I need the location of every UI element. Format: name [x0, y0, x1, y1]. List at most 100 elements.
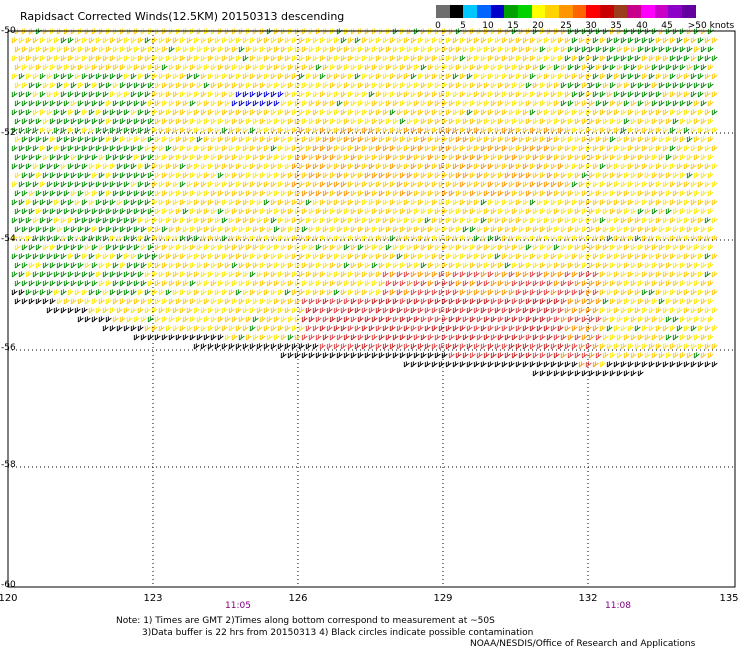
wind-barb — [658, 262, 665, 269]
wind-barb — [319, 145, 326, 152]
wind-barb — [238, 100, 245, 107]
wind-barb — [672, 172, 679, 179]
wind-barb — [98, 46, 105, 53]
wind-barb — [105, 262, 112, 269]
wind-barb — [606, 271, 613, 278]
wind-barb — [413, 226, 420, 233]
wind-barb — [595, 154, 602, 161]
wind-barb — [466, 109, 473, 116]
wind-barb — [480, 289, 487, 296]
wind-barb — [333, 325, 340, 332]
wind-barb — [102, 307, 109, 314]
wind-barb — [340, 55, 347, 62]
wind-barb — [259, 208, 266, 215]
wind-barb — [350, 190, 357, 197]
wind-barb — [375, 199, 382, 206]
wind-barb — [508, 127, 515, 134]
wind-barb — [186, 91, 193, 98]
wind-barb — [196, 280, 203, 287]
wind-barb — [280, 172, 287, 179]
wind-barb — [480, 343, 487, 350]
wind-barb — [501, 55, 508, 62]
wind-barb — [287, 262, 294, 269]
wind-barb — [434, 190, 441, 197]
wind-barb — [546, 136, 553, 143]
wind-barb — [109, 217, 116, 224]
wind-barb — [585, 325, 592, 332]
wind-barb — [532, 100, 539, 107]
wind-barb — [175, 154, 182, 161]
wind-barb — [634, 145, 641, 152]
wind-barb — [648, 73, 655, 80]
pass-time-1: 11:05 — [225, 601, 251, 611]
wind-barb — [385, 118, 392, 125]
wind-barb — [396, 253, 403, 260]
wind-barb — [511, 226, 518, 233]
wind-barb — [567, 154, 574, 161]
wind-barb — [697, 217, 704, 224]
wind-barb — [102, 109, 109, 116]
wind-barb — [501, 181, 508, 188]
wind-barb — [536, 163, 543, 170]
wind-barb — [466, 91, 473, 98]
wind-barb — [340, 181, 347, 188]
wind-barb — [588, 208, 595, 215]
wind-barb — [613, 343, 620, 350]
wind-barb — [427, 334, 434, 341]
wind-barb — [371, 136, 378, 143]
wind-barb — [315, 154, 322, 161]
wind-barb — [130, 253, 137, 260]
wind-barb — [196, 154, 203, 161]
wind-barb — [627, 73, 634, 80]
wind-barb — [280, 154, 287, 161]
wind-barb — [508, 361, 515, 368]
wind-barb — [140, 334, 147, 341]
wind-barb — [546, 154, 553, 161]
wind-barb — [56, 172, 63, 179]
wind-barb — [613, 325, 620, 332]
wind-barb — [550, 163, 557, 170]
wind-barb — [368, 127, 375, 134]
wind-barb — [441, 208, 448, 215]
wind-barb — [259, 64, 266, 71]
wind-barb — [305, 181, 312, 188]
wind-barb — [574, 172, 581, 179]
wind-barb — [567, 370, 574, 377]
wind-barb — [329, 298, 336, 305]
wind-barb — [329, 46, 336, 53]
wind-barb — [91, 316, 98, 323]
wind-barb — [599, 109, 606, 116]
wind-barb — [298, 127, 305, 134]
wind-barb — [641, 361, 648, 368]
wind-barb — [329, 244, 336, 251]
wind-barb — [522, 73, 529, 80]
wind-barb — [326, 91, 333, 98]
wind-barb — [525, 118, 532, 125]
wind-barb — [298, 181, 305, 188]
wind-barb — [35, 190, 42, 197]
wind-barb — [312, 199, 319, 206]
wind-barb — [396, 199, 403, 206]
wind-barb — [154, 100, 161, 107]
wind-barb — [105, 136, 112, 143]
wind-barb — [70, 154, 77, 161]
wind-barb — [697, 109, 704, 116]
wind-barb — [515, 361, 522, 368]
wind-barb — [277, 253, 284, 260]
wind-barb — [606, 109, 613, 116]
wind-barb — [543, 343, 550, 350]
wind-barb — [354, 145, 361, 152]
wind-barb — [291, 127, 298, 134]
legend-swatch — [600, 5, 614, 18]
wind-barb — [235, 109, 242, 116]
wind-barb — [697, 145, 704, 152]
wind-barb — [427, 352, 434, 359]
wind-barb — [49, 64, 56, 71]
wind-barb — [291, 145, 298, 152]
wind-barb — [242, 307, 249, 314]
wind-barb — [329, 316, 336, 323]
wind-barb — [571, 91, 578, 98]
wind-barb — [683, 109, 690, 116]
wind-barb — [441, 172, 448, 179]
wind-barb — [490, 352, 497, 359]
